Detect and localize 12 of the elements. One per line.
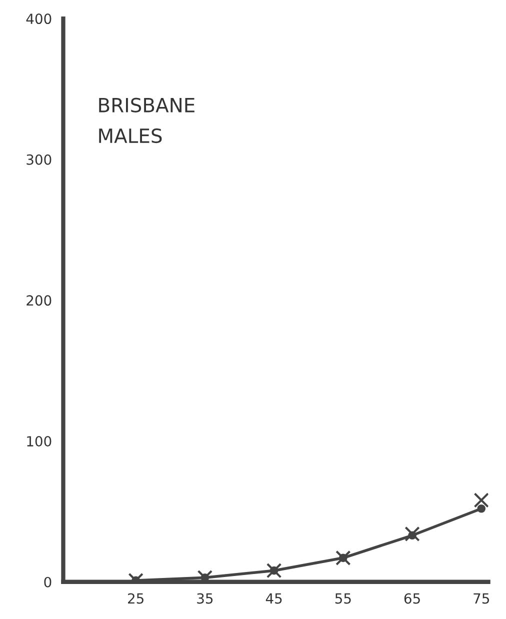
x-tick-label: 75 xyxy=(474,593,489,604)
y-tick-label: 400 xyxy=(26,14,52,24)
y-tick-label: 100 xyxy=(27,436,52,447)
text: BRISBANE MALES xyxy=(99,98,194,144)
x-tick-label: 55 xyxy=(335,593,351,604)
y-tick-label: 0 xyxy=(44,576,52,588)
x-tick-label: 35 xyxy=(197,593,213,604)
x-tick-label: 45 xyxy=(266,593,282,604)
y-tick-label: 300 xyxy=(26,154,52,165)
x-tick-label: 65 xyxy=(404,593,420,604)
y-tick-label: 200 xyxy=(26,295,52,306)
x-tick-label: 25 xyxy=(128,593,144,604)
